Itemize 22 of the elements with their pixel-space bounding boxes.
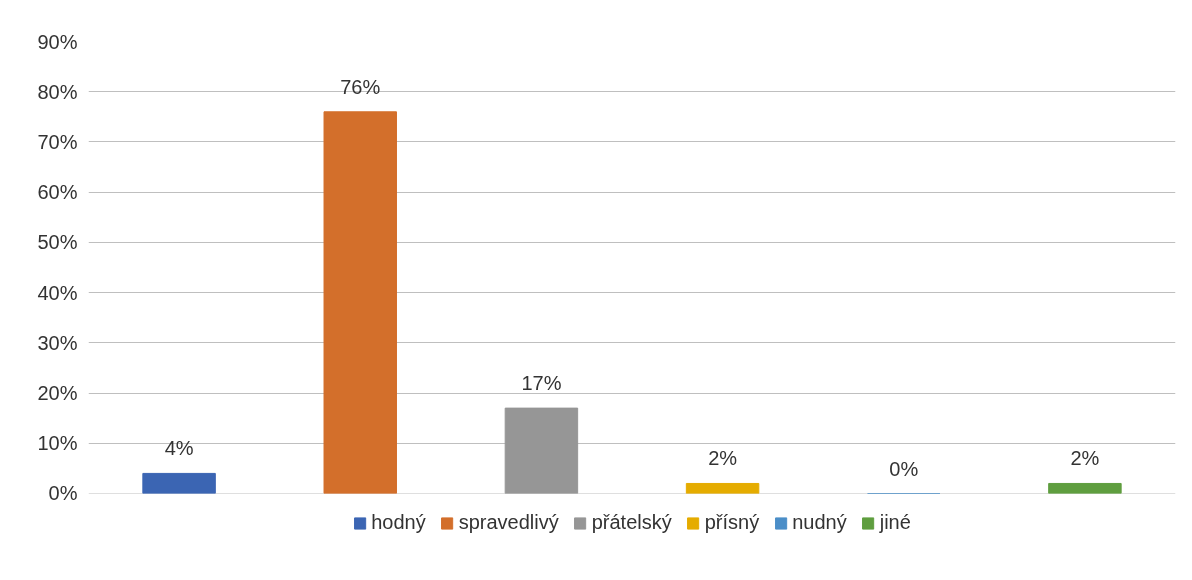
legend-label: přísný (704, 511, 760, 534)
y-tick-label: 0% (48, 481, 78, 504)
legend-label: jiné (879, 511, 911, 534)
y-tick-label: 80% (37, 80, 78, 103)
y-tick-label: 30% (37, 331, 78, 354)
y-tick-label: 20% (37, 382, 78, 405)
legend-label: hodný (371, 511, 426, 534)
y-tick-label: 70% (37, 130, 78, 153)
data-label: 4% (164, 437, 194, 460)
y-tick-label: 40% (37, 281, 78, 304)
data-label: 2% (708, 447, 738, 470)
data-label: 0% (889, 457, 919, 480)
legend-label: nudný (792, 511, 847, 534)
y-tick-label: 50% (37, 231, 78, 254)
data-label: 17% (521, 372, 562, 395)
data-label: 76% (340, 75, 381, 98)
data-label: 2% (1070, 447, 1100, 470)
y-tick-label: 60% (37, 181, 78, 204)
y-tick-label: 10% (37, 432, 78, 455)
legend-label: spravedlivý (458, 511, 559, 534)
y-tick-label: 90% (37, 30, 78, 53)
legend-label: přátelský (591, 511, 672, 534)
